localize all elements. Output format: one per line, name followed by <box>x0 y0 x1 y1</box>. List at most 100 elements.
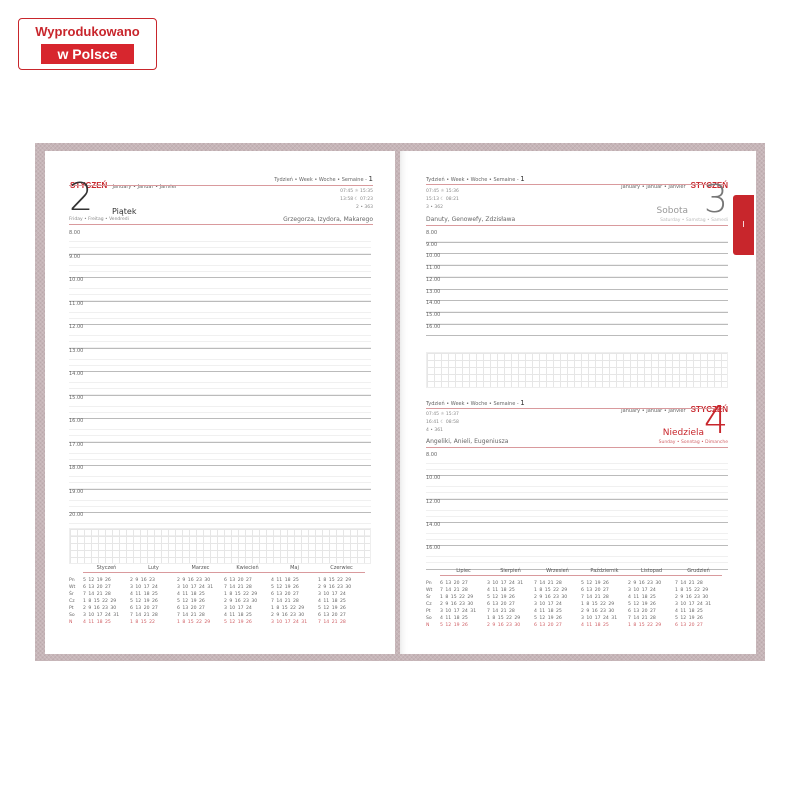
mini-month-row: 7 14 21 28 <box>318 620 346 625</box>
mini-month-row: 4 11 18 25 <box>130 592 158 597</box>
writing-lines[interactable] <box>426 282 728 289</box>
writing-lines[interactable] <box>69 306 371 324</box>
mini-month-row: 4 11 18 25 <box>440 616 468 621</box>
mini-month-row: 4 11 18 25 <box>487 588 515 593</box>
week-number: 1 <box>520 175 525 183</box>
mini-month-name: Wrzesień <box>534 568 581 576</box>
mini-month-row: 4 11 18 25 <box>628 595 656 600</box>
mini-month-row: 4 11 18 25 <box>675 609 703 614</box>
mini-month-row: 2 9 16 23 30 <box>440 602 474 607</box>
sunrise-sunset: 07:45 ☼ 15:35 <box>340 189 373 194</box>
month-tab[interactable]: I <box>733 195 754 255</box>
mini-month-row: 1 8 15 22 <box>130 620 155 625</box>
hour-label: 12.00 <box>69 324 84 330</box>
hour-divider <box>426 521 728 523</box>
writing-lines[interactable] <box>426 236 728 242</box>
month-title: STYCZEŃ <box>690 181 728 190</box>
mini-month-row: 6 13 20 27 <box>224 578 252 583</box>
writing-lines[interactable] <box>69 330 371 348</box>
hour-label: 15.00 <box>426 311 441 318</box>
mini-month-row: 3 10 17 24 <box>628 588 656 593</box>
writing-lines[interactable] <box>69 259 371 277</box>
writing-lines[interactable] <box>69 471 371 489</box>
hour-label: 16.00 <box>426 545 441 552</box>
hour-label: 14.00 <box>69 371 84 377</box>
writing-lines[interactable] <box>426 551 728 569</box>
weekday-label: Śr <box>426 595 431 600</box>
writing-lines[interactable] <box>426 481 728 499</box>
hour-divider <box>69 371 371 372</box>
hour-divider <box>69 347 371 349</box>
mini-month-row: 2 9 16 23 <box>130 578 155 583</box>
mini-month-row: 2 9 16 23 30 <box>271 613 305 618</box>
writing-lines[interactable] <box>426 247 728 254</box>
hour-divider <box>69 418 371 419</box>
badge-line1: Wyprodukowano <box>35 24 140 39</box>
mini-month-row: 7 14 21 28 <box>83 592 111 597</box>
hour-label: 20.00 <box>69 512 84 518</box>
writing-lines[interactable] <box>69 494 371 512</box>
writing-lines[interactable] <box>426 306 728 312</box>
writing-lines[interactable] <box>69 353 371 371</box>
hour-divider <box>69 512 371 513</box>
writing-lines[interactable] <box>69 283 371 301</box>
hour-label: 17.00 <box>69 441 84 448</box>
writing-lines[interactable] <box>69 377 371 395</box>
mini-month-name: Styczeń <box>83 565 130 573</box>
weekday-labels: Pn Wt Śr Cz Pt So N <box>426 568 440 629</box>
weekday-labels: Pn Wt Śr Cz Pt So N <box>69 565 83 626</box>
weekday-label: N <box>69 620 73 625</box>
mini-month-row: 4 11 18 25 <box>318 599 346 604</box>
weekday-label: Pt <box>426 609 431 614</box>
hour-divider <box>426 288 728 290</box>
hour-divider <box>69 324 371 325</box>
mini-month-row: 5 12 19 26 <box>628 602 656 607</box>
moonrise-moonset: 13:58 ☾ 07:23 <box>340 197 373 202</box>
mini-month-name: Luty <box>130 565 177 573</box>
mini-month-row: 7 14 21 28 <box>130 613 158 618</box>
mini-month-row: 6 13 20 27 <box>628 609 656 614</box>
day-name: Niedziela <box>662 428 704 438</box>
mini-month-row: 5 12 19 26 <box>487 595 515 600</box>
writing-lines[interactable] <box>426 317 728 324</box>
mini-calendar-jan-jun: Pn Wt Śr Cz Pt So N Styczeń 5 12 19 26 6 13 20 27… <box>69 565 365 626</box>
badge-line2: w Polsce <box>41 44 134 64</box>
hour-divider <box>426 335 728 337</box>
writing-lines[interactable] <box>69 236 371 254</box>
mini-month-row: 6 13 20 27 <box>83 585 111 590</box>
writing-lines[interactable] <box>426 329 728 336</box>
mini-month-row: 2 9 16 23 30 <box>581 609 615 614</box>
notes-grid <box>69 528 371 564</box>
mini-month-row: 3 10 17 24 <box>534 602 562 607</box>
writing-lines[interactable] <box>69 400 371 418</box>
hour-divider <box>426 241 728 243</box>
writing-lines[interactable] <box>426 259 728 266</box>
writing-lines[interactable] <box>426 504 728 522</box>
writing-lines[interactable] <box>69 447 371 465</box>
weekday-label: Cz <box>69 599 75 604</box>
writing-lines[interactable] <box>69 424 371 442</box>
mini-month-row: 5 12 19 26 <box>130 599 158 604</box>
hour-label: 16.00 <box>69 418 84 424</box>
writing-lines[interactable] <box>426 271 728 277</box>
day-of-year: 3 • 362 <box>426 205 443 210</box>
notes-grid <box>426 352 728 388</box>
mini-month-row: 1 8 15 22 29 <box>224 592 258 597</box>
hour-divider <box>69 253 371 255</box>
hour-divider <box>426 323 728 325</box>
mini-month-row: 2 9 16 23 30 <box>675 595 709 600</box>
writing-lines[interactable] <box>426 294 728 301</box>
hour-label: 11.00 <box>69 300 84 307</box>
mini-month-row: 7 14 21 28 <box>271 599 299 604</box>
hour-label: 19.00 <box>69 488 84 495</box>
writing-lines[interactable] <box>426 458 728 476</box>
mini-month: Październik 5 12 19 26 6 13 20 27 7 14 21 2… <box>581 568 628 629</box>
writing-lines[interactable] <box>426 527 728 546</box>
left-page: STYCZEŃ January • Januar • Janvier Tydzi… <box>45 151 395 654</box>
mini-month: Wrzesień 7 14 21 28 1 8 15 22 29 2 9 16 23 … <box>534 568 581 629</box>
hour-label: 14.00 <box>426 300 441 307</box>
mini-month-row: 5 12 19 26 <box>581 581 609 586</box>
hour-divider <box>69 277 371 278</box>
mini-month-row: 4 11 18 25 <box>581 623 609 628</box>
week-number: 1 <box>520 399 525 407</box>
